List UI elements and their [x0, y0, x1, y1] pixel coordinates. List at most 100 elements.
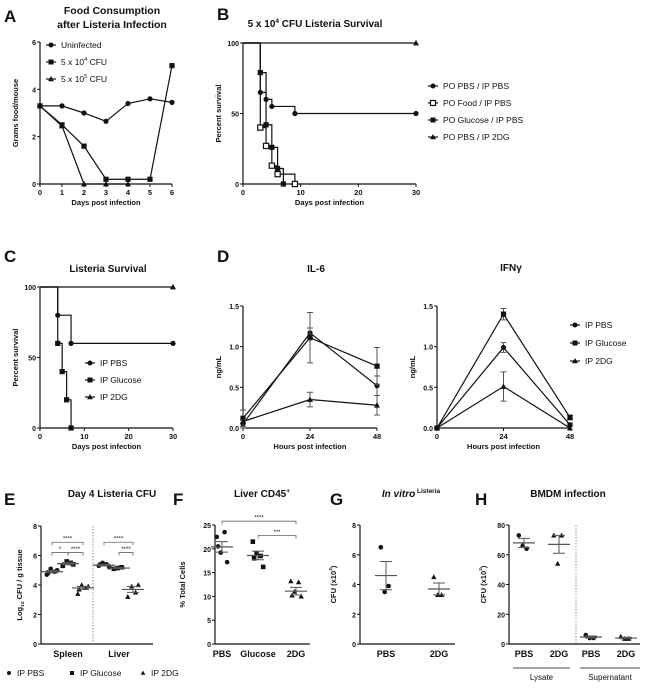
y-tick-label: 60: [497, 553, 505, 560]
x-tick-label: 48: [566, 432, 574, 441]
data-point: [240, 418, 246, 424]
data-point: [555, 560, 561, 566]
y-tick-label: 6: [32, 40, 36, 47]
legend-label-part: IP 2DG: [585, 356, 613, 366]
y-axis-label: CFU (x103): [478, 565, 488, 603]
legend-item: IP Glucose: [570, 338, 627, 348]
legend-label-part: PO PBS / IP PBS: [443, 81, 509, 91]
group-2: [72, 582, 94, 596]
data-point: [125, 180, 131, 187]
chart-panel-g: In vitro Listeria 0 2 4 6 8 CFU (x103) PBS 2DG: [328, 488, 455, 659]
chart-title-part: IL-6: [307, 264, 325, 275]
significance-bracket: [51, 541, 84, 546]
data-point: [292, 110, 298, 117]
y-tick-label: 25: [203, 523, 211, 530]
legend-marker: [7, 671, 11, 675]
data-point: [269, 144, 275, 150]
series-line: [40, 286, 72, 428]
chart-title: IFNγ: [500, 263, 522, 274]
y-tick-label: 2: [352, 612, 356, 619]
legend-marker: [430, 83, 436, 89]
legend-marker: [48, 59, 54, 65]
y-tick-label: 0: [32, 182, 36, 189]
series-1: [240, 312, 380, 427]
data-point: [413, 39, 419, 46]
group-1: [247, 539, 269, 570]
y-axis-label-part: ): [479, 565, 488, 568]
chart-title: IL-6: [307, 264, 325, 275]
legend-item: IP Glucose: [85, 375, 142, 385]
chart-panel-d2: IFNγ 0.0 0.5 1.0 1.5 0 24 48 Hours post infectio…: [408, 263, 627, 451]
chart-title: Liver CD45+: [234, 488, 290, 500]
group-0: [211, 529, 233, 565]
chart-panel-b: 5 x 104 CFU Listeria Survival 0 50 100 0 10 20…: [214, 18, 523, 207]
legend-label: IP PBS: [585, 320, 613, 330]
x-tick-label: 48: [373, 432, 381, 441]
sem-bar: [553, 534, 565, 554]
y-tick-label: 50: [231, 112, 239, 119]
series-0: [40, 286, 176, 346]
sem-bar: [585, 635, 597, 639]
sem-bar: [127, 585, 139, 593]
legend-label-part: PO PBS / IP 2DG: [443, 132, 509, 142]
legend-label: IP PBS: [17, 668, 45, 678]
x-axis-label: Days post infection: [72, 442, 142, 451]
category-label: PBS: [582, 649, 601, 659]
y-tick-label: 0: [33, 642, 37, 649]
data-point: [135, 582, 141, 588]
chart-panel-e: Day 4 Listeria CFU 0 2 4 6 8 Log10 CFU / g tis…: [7, 489, 179, 678]
data-point: [103, 180, 109, 187]
legend-item: 5 x 105 CFU: [46, 74, 107, 84]
data-point: [434, 424, 440, 431]
data-point: [48, 566, 53, 572]
legend-label: IP 2DG: [585, 356, 613, 366]
group-0: [513, 533, 535, 552]
series-line: [243, 42, 284, 184]
y-tick-label: 5: [207, 618, 211, 625]
series-1: [40, 286, 74, 431]
series-2: [240, 391, 380, 424]
sem-bar: [252, 550, 264, 561]
y-axis-label: Percent survival: [214, 85, 223, 143]
significance-bracket: [221, 520, 297, 525]
data-point: [125, 594, 131, 599]
y-axis-label-part: ): [329, 565, 338, 568]
category-label: PBS: [377, 649, 396, 659]
chart-title: BMDM infection: [530, 489, 606, 500]
category-label: 2DG: [287, 649, 306, 659]
series-line: [243, 42, 416, 115]
data-point: [291, 180, 299, 188]
y-axis-label-part: CFU (x10: [329, 571, 338, 604]
series-2: [37, 102, 131, 187]
legend-item: Uninfected: [46, 40, 102, 50]
sem-bar: [62, 561, 74, 566]
y-tick-label: 4: [352, 583, 356, 590]
y-axis-label-part: Log: [15, 606, 24, 620]
legend-label: PO Food / IP PBS: [443, 98, 512, 108]
x-tick-label: 20: [124, 432, 132, 441]
data-point: [275, 165, 281, 172]
legend-marker: [87, 394, 93, 400]
group-3: [615, 633, 637, 641]
data-point: [103, 118, 109, 124]
legend-label-part: IP Glucose: [585, 338, 627, 348]
y-tick-label: 40: [497, 583, 505, 590]
series-2: [40, 283, 176, 290]
data-point: [374, 363, 380, 369]
x-tick-label: 2: [82, 188, 86, 197]
series-1: [243, 42, 299, 188]
panel-letter: H: [475, 490, 487, 509]
series-3: [243, 39, 419, 46]
category-label: Liver: [108, 649, 130, 659]
x-tick-label: 3: [104, 188, 108, 197]
data-point: [147, 176, 153, 182]
data-point: [257, 70, 263, 76]
legend-label: IP Glucose: [80, 668, 122, 678]
chart-title: In vitro Listeria: [382, 488, 441, 500]
group-2: [580, 632, 602, 641]
legend-marker: [430, 117, 436, 123]
group-2: [285, 578, 307, 599]
x-axis-label: Hours post infection: [274, 442, 347, 451]
significance-label: ****: [254, 516, 264, 522]
data-point: [386, 583, 391, 589]
